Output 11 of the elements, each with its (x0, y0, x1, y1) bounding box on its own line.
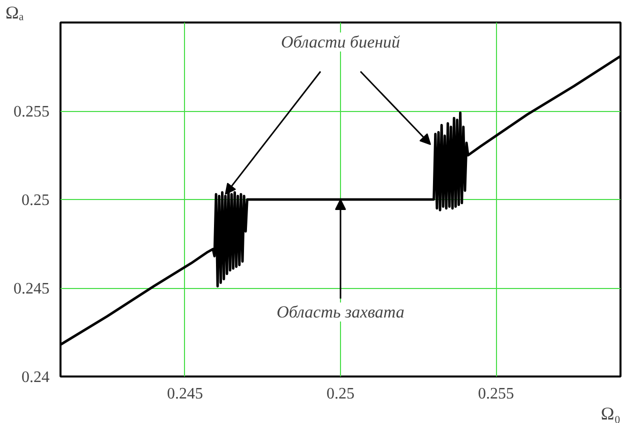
annotation: Область захвата (276, 302, 404, 322)
x-tick-label: 0.255 (478, 386, 514, 402)
x-axis-title: Ω₀ (600, 404, 621, 423)
annotation: Области биений (280, 32, 401, 52)
x-tick-label: 0.245 (166, 386, 203, 402)
y-tick-label: 0.25 (22, 192, 50, 209)
y-tick-label: 0.245 (14, 280, 50, 298)
x-tick-label: 0.25 (326, 386, 354, 402)
y-tick-label: 0.255 (14, 104, 50, 120)
y-axis-title: Ωₐ (6, 2, 24, 22)
y-tick-label: 0.24 (22, 369, 50, 386)
